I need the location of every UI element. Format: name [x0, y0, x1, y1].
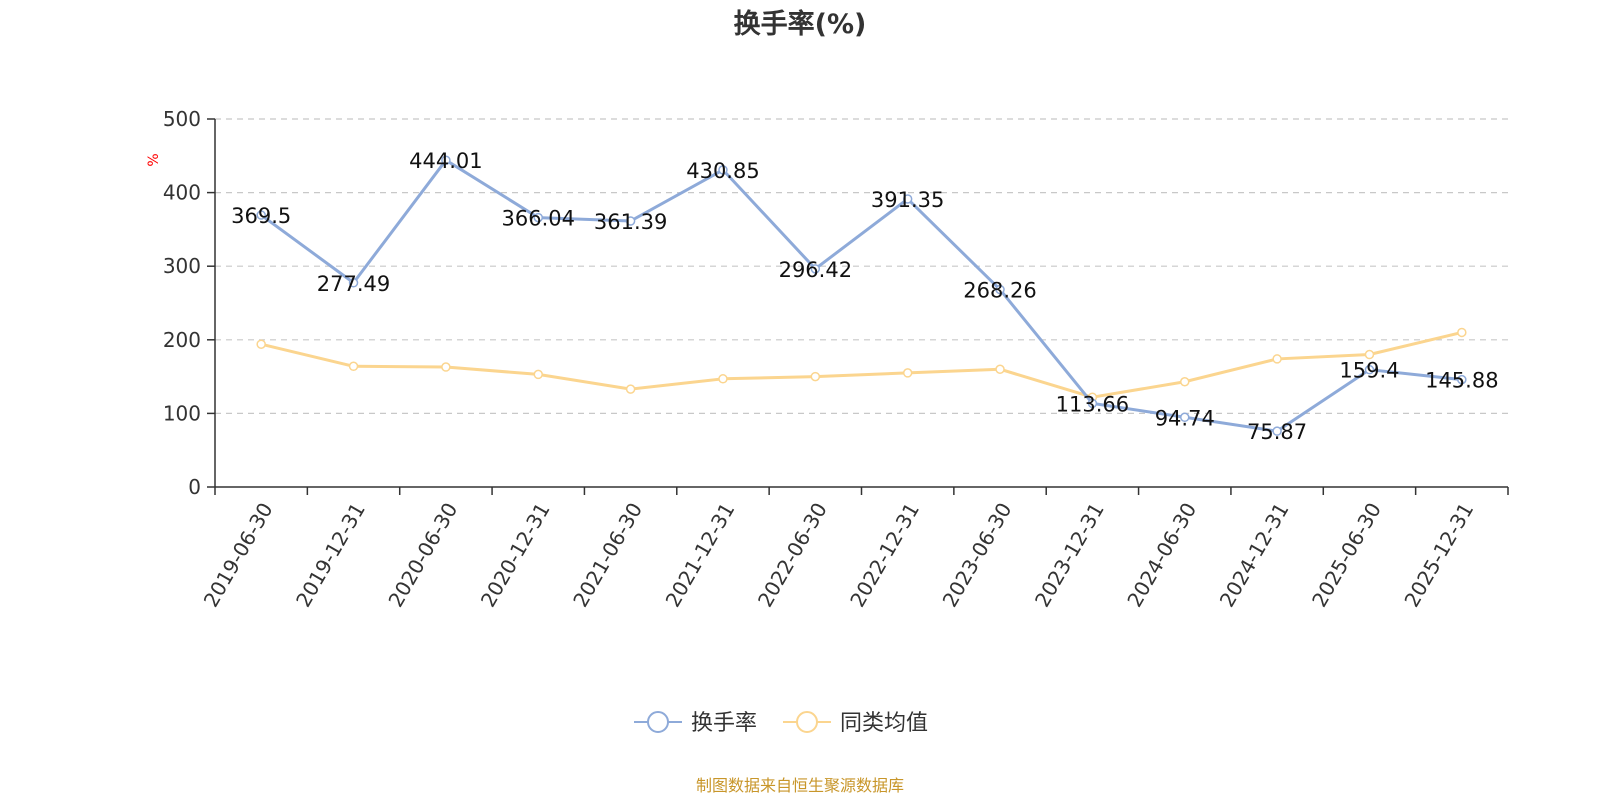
- x-tick-label-12: 2025-06-30: [1307, 499, 1386, 612]
- data-point-0-12[interactable]: [1364, 364, 1375, 375]
- y-tick-label-1: 100: [163, 401, 201, 425]
- data-point-1-3[interactable]: [533, 369, 543, 380]
- data-label-12: 159.4: [1339, 359, 1399, 383]
- data-point-0-1[interactable]: [348, 278, 359, 288]
- data-point-1-0[interactable]: [256, 339, 266, 349]
- x-tick-label-9: 2023-12-31: [1030, 499, 1109, 612]
- x-tick-label-0: 2019-06-30: [199, 499, 278, 612]
- y-tick-label-4: 400: [163, 181, 201, 205]
- data-label-6: 296.42: [779, 258, 852, 282]
- legend-item-0[interactable]: 换手率: [634, 711, 757, 736]
- data-point-0-4[interactable]: [625, 216, 636, 226]
- data-point-0-7[interactable]: [902, 194, 913, 204]
- x-tick-label-13: 2025-12-31: [1399, 499, 1478, 612]
- x-tick-label-11: 2024-12-31: [1215, 499, 1294, 612]
- y-tick-label-3: 300: [163, 254, 201, 278]
- data-label-8: 268.26: [963, 279, 1036, 303]
- chart-title: 换手率(%): [734, 8, 867, 40]
- series-line-0: [260, 158, 1462, 433]
- data-labels: 369.5 277.49 444.01 366.04 361.39 430.85 296.4…: [231, 149, 1498, 444]
- series-0: [256, 155, 1467, 436]
- data-label-4: 361.39: [594, 210, 667, 234]
- data-point-0-2[interactable]: [441, 155, 451, 165]
- data-point-1-8[interactable]: [995, 364, 1005, 374]
- data-label-2: 444.01: [409, 149, 482, 173]
- data-label-0: 369.5: [231, 204, 291, 228]
- x-tick-label-2: 2020-06-30: [383, 498, 462, 611]
- data-point-0-8[interactable]: [995, 284, 1005, 295]
- data-point-0-10[interactable]: [1180, 412, 1190, 423]
- data-point-0-3[interactable]: [533, 212, 543, 223]
- data-point-0-6[interactable]: [810, 264, 821, 274]
- y-tick-label-0: 0: [188, 475, 201, 499]
- data-point-1-7[interactable]: [902, 368, 913, 378]
- data-point-1-6[interactable]: [810, 371, 821, 382]
- data-label-10: 94.74: [1155, 406, 1215, 430]
- y-tick-label-5: 500: [163, 107, 201, 131]
- data-label-13: 145.88: [1425, 369, 1498, 393]
- y-tick-label-2: 200: [163, 328, 201, 352]
- data-point-1-11[interactable]: [1272, 354, 1282, 364]
- x-tick-label-8: 2023-06-30: [938, 498, 1017, 611]
- x-tick-label-5: 2021-12-31: [661, 499, 740, 612]
- data-point-0-11[interactable]: [1272, 426, 1282, 436]
- data-point-0-13[interactable]: [1457, 374, 1467, 385]
- x-tick-label-6: 2022-06-30: [753, 499, 832, 612]
- legend-label: 同类均值: [840, 711, 928, 736]
- series-1: [256, 327, 1467, 402]
- x-tick-label-10: 2024-06-30: [1122, 499, 1201, 612]
- legend-circle-icon: [796, 711, 818, 733]
- series-lines: [256, 155, 1467, 436]
- data-point-1-12[interactable]: [1364, 349, 1375, 360]
- data-point-1-1[interactable]: [348, 361, 359, 372]
- data-label-7: 391.35: [871, 188, 944, 212]
- data-source-note: 制图数据来自恒生聚源数据库: [696, 776, 904, 795]
- y-axis-unit: %: [146, 153, 162, 166]
- data-point-0-5[interactable]: [718, 165, 728, 175]
- x-tick-label-3: 2020-12-31: [476, 499, 555, 612]
- legend-item-1[interactable]: 同类均值: [783, 711, 928, 736]
- legend[interactable]: 换手率 同类均值: [634, 711, 928, 736]
- data-point-0-0[interactable]: [256, 210, 266, 220]
- data-label-3: 366.04: [502, 207, 575, 231]
- data-point-1-2[interactable]: [441, 362, 451, 372]
- data-point-1-13[interactable]: [1457, 327, 1467, 338]
- data-point-0-9[interactable]: [1087, 398, 1098, 409]
- data-label-11: 75.87: [1247, 420, 1307, 444]
- x-tick-label-4: 2021-06-30: [568, 499, 647, 612]
- x-tick-label-1: 2019-12-31: [291, 499, 370, 612]
- x-tick-label-7: 2022-12-31: [845, 499, 924, 612]
- data-label-1: 277.49: [317, 272, 390, 296]
- legend-circle-icon: [647, 711, 669, 733]
- data-point-1-4[interactable]: [625, 384, 636, 394]
- data-point-1-5[interactable]: [718, 374, 728, 384]
- series-line-1: [260, 330, 1463, 399]
- data-label-9: 113.66: [1056, 392, 1129, 416]
- data-point-1-10[interactable]: [1180, 377, 1190, 387]
- legend-label: 换手率: [691, 711, 757, 736]
- data-label-5: 430.85: [686, 159, 759, 183]
